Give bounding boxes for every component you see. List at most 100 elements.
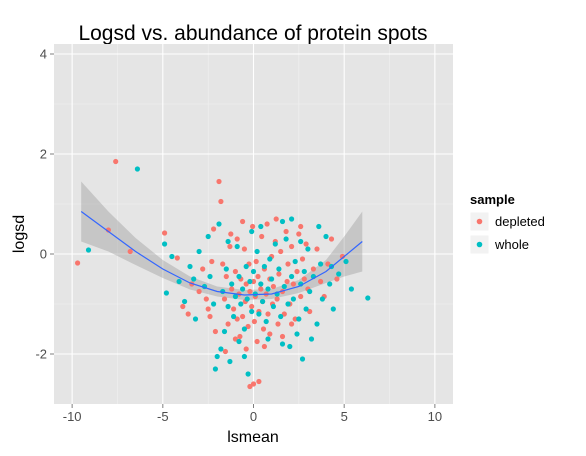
whole-point (212, 366, 218, 372)
x-axis-title: lsmean (227, 429, 279, 446)
whole-point (182, 298, 188, 305)
depleted-point (255, 273, 261, 280)
depleted-point (243, 346, 249, 352)
depleted-point (216, 178, 222, 185)
whole-point (285, 301, 291, 307)
legend-title: sample (470, 192, 515, 207)
whole-point (318, 261, 324, 267)
whole-point (254, 248, 260, 255)
chart-title: Logsd vs. abundance of protein spots (78, 22, 427, 45)
y-tick-label: -2 (35, 347, 47, 362)
whole-point (289, 216, 295, 222)
depleted-point (278, 248, 284, 255)
depleted-point (203, 296, 209, 302)
y-tick-label: 0 (40, 247, 47, 262)
whole-point (336, 271, 342, 277)
smooth-line (80, 211, 363, 296)
depleted-point (207, 313, 213, 320)
depleted-point (113, 158, 119, 165)
y-axis-title: logsd (11, 215, 28, 253)
whole-point (249, 228, 255, 235)
whole-point (269, 276, 275, 282)
whole-point (279, 341, 286, 347)
whole-point (270, 303, 276, 310)
major-gridlines (54, 44, 453, 404)
depleted-point (225, 321, 231, 327)
depleted-point (229, 286, 235, 292)
depleted-point (276, 271, 282, 277)
depleted-point (220, 261, 226, 267)
whole-point (281, 283, 287, 290)
legend: sample depleted whole (469, 192, 545, 255)
whole-point (265, 336, 271, 342)
data-points (75, 158, 371, 390)
depleted-point (227, 243, 233, 250)
whole-point (260, 298, 266, 305)
depleted-point (270, 283, 276, 290)
depleted-point (253, 258, 259, 265)
depleted-point (237, 333, 243, 340)
whole-point (207, 273, 213, 280)
whole-point (267, 256, 273, 262)
whole-point (305, 246, 311, 252)
whole-point (225, 303, 231, 310)
whole-point (365, 295, 371, 301)
depleted-point (231, 306, 237, 312)
depleted-point (234, 236, 240, 242)
whole-point (307, 288, 313, 295)
whole-point (279, 218, 286, 225)
depleted-point (339, 253, 345, 260)
whole-point (221, 328, 228, 335)
whole-point (169, 253, 175, 260)
x-axis-ticks: -10 -5 0 5 10 (63, 404, 442, 424)
depleted-point (232, 268, 238, 275)
whole-point (299, 356, 306, 362)
depleted-point (298, 293, 304, 300)
smooth-confidence-band (81, 181, 363, 300)
whole-point (225, 238, 231, 245)
depleted-point (250, 223, 256, 230)
whole-point (287, 343, 293, 350)
whole-point (236, 273, 242, 280)
loess-fit-line (80, 211, 363, 296)
whole-point (244, 296, 250, 302)
y-axis-ticks: -2 0 2 4 (35, 47, 54, 362)
depleted-point (209, 258, 215, 265)
depleted-point (174, 255, 180, 261)
depleted-point (127, 248, 133, 255)
whole-point (231, 313, 237, 320)
whole-point (276, 266, 282, 272)
depleted-point (256, 378, 262, 385)
depleted-point (258, 286, 264, 292)
whole-point (236, 338, 242, 345)
depleted-point (254, 338, 260, 345)
whole-point (191, 276, 197, 282)
depleted-point (284, 278, 290, 285)
depleted-point (228, 231, 234, 237)
whole-point (294, 331, 300, 337)
depleted-point (240, 218, 246, 225)
depleted-point (259, 233, 265, 240)
depleted-point (265, 311, 271, 317)
whole-point (238, 301, 244, 307)
whole-point (240, 286, 246, 292)
whole-point (308, 336, 315, 342)
depleted-point (162, 230, 168, 236)
whole-point (85, 247, 92, 253)
depleted-point (211, 226, 217, 232)
whole-point (283, 236, 289, 242)
depleted-point (261, 343, 267, 350)
legend-swatch-whole (476, 241, 483, 248)
depleted-point (200, 266, 206, 272)
depleted-point (298, 223, 304, 230)
whole-point (314, 321, 320, 327)
whole-point (241, 326, 247, 332)
y-tick-label: 4 (40, 47, 47, 62)
whole-point (176, 278, 182, 285)
depleted-point (285, 261, 291, 267)
whole-point (162, 241, 168, 247)
whole-point (272, 241, 278, 247)
legend-swatch-depleted (476, 218, 483, 225)
depleted-point (221, 296, 228, 302)
depleted-point (292, 316, 298, 322)
